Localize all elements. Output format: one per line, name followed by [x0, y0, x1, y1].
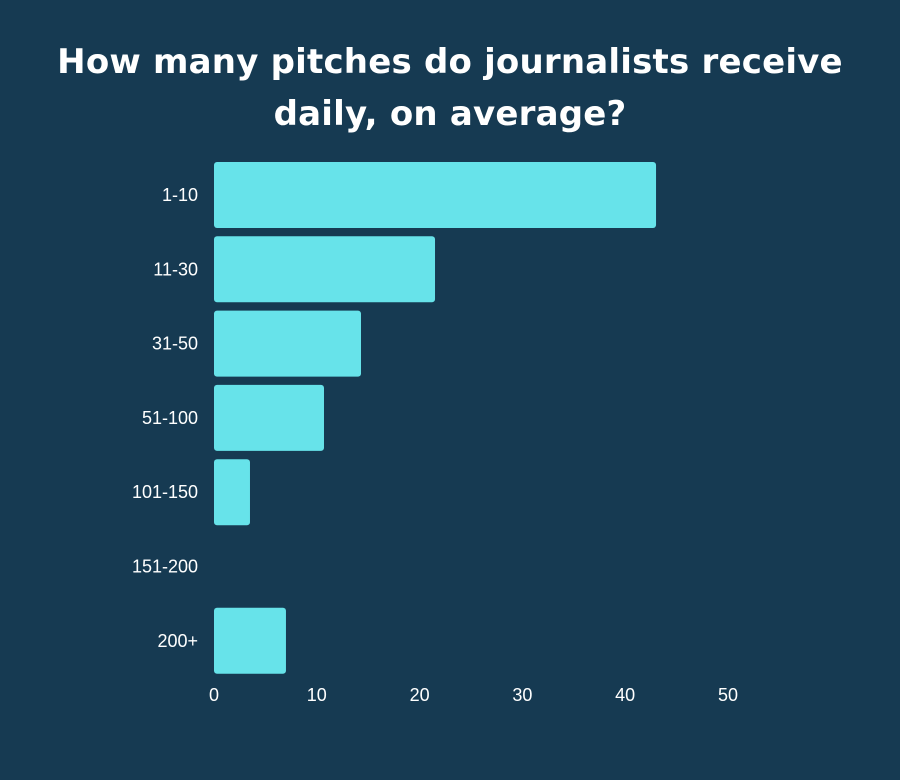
bars-layer [214, 162, 657, 674]
bar-51-100 [214, 384, 324, 451]
x-axis-ticks: 0 10 20 30 40 50 [209, 685, 738, 705]
x-tick-label: 10 [307, 685, 327, 705]
category-label: 101-150 [132, 482, 198, 502]
category-label: 200+ [157, 631, 198, 651]
x-tick-label: 40 [615, 685, 635, 705]
category-label: 11-30 [153, 259, 198, 279]
bar-11-30 [214, 236, 436, 303]
category-label: 51-100 [142, 408, 198, 428]
bar-1-10 [214, 162, 657, 228]
bar-101-150 [214, 459, 250, 526]
category-labels: 1-10 11-30 31-50 51-100 101-150 151-200 200+ [132, 185, 198, 651]
bar-200+ [214, 607, 286, 674]
category-label: 31-50 [152, 334, 198, 354]
bar-31-50 [214, 310, 362, 377]
x-tick-label: 50 [718, 685, 738, 705]
chart-title: How many pitches do journalists receive … [57, 42, 843, 134]
x-tick-label: 20 [410, 685, 430, 705]
category-label: 151-200 [132, 557, 198, 577]
x-tick-label: 30 [512, 685, 532, 705]
x-tick-label: 0 [209, 685, 219, 705]
category-label: 1-10 [162, 185, 198, 205]
